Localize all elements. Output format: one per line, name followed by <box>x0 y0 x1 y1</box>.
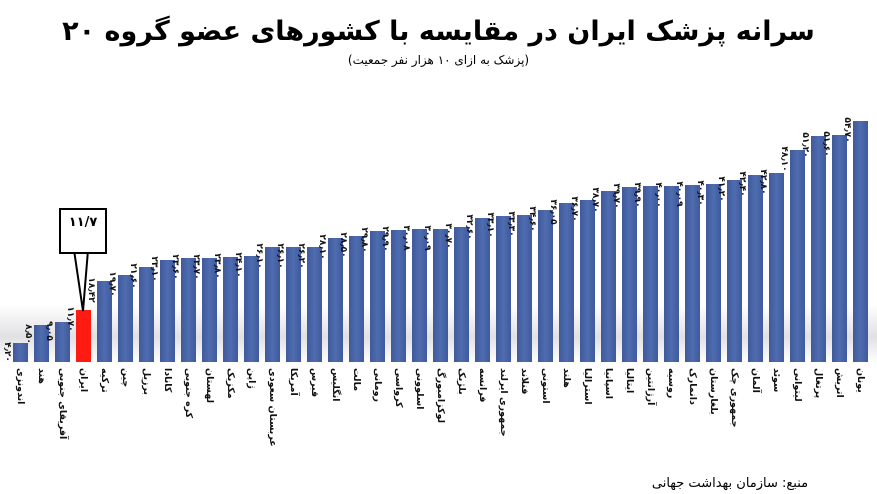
bar: ۴۰٫۰۹ <box>674 181 700 362</box>
x-axis-label: کانادا <box>162 368 173 393</box>
x-axis-label: بلغارستان <box>708 368 719 415</box>
bar: ۳۳٫۳۰ <box>506 211 532 362</box>
x-axis-label: لیتوانی <box>792 368 803 402</box>
x-axis-label: هلند <box>561 368 572 388</box>
x-axis-label: هند <box>36 368 47 384</box>
x-axis-label: کرواسی <box>393 368 404 408</box>
x-axis-label: آلمان <box>750 368 761 393</box>
bar: ۳۸٫۷۰ <box>590 187 616 362</box>
x-axis-label: قبرس <box>309 368 320 398</box>
bar: ۳۹٫۹۰ <box>632 182 658 362</box>
bar: ۵۱٫۲۰ <box>800 132 826 362</box>
bar: ۴۸٫۱۰ <box>779 146 805 362</box>
bar: ۴۱٫۲۰ <box>716 176 742 362</box>
x-axis-label: ترکیه <box>99 368 110 393</box>
bar: ۲۹٫۸۰ <box>359 227 385 362</box>
x-axis-label: روسیه <box>666 368 677 399</box>
x-axis-label: استرالیا <box>582 368 593 405</box>
x-axis-label: مالت <box>351 368 362 392</box>
x-axis-label: فرانسه <box>477 368 488 403</box>
bar: ۲۳٫۸۰ <box>212 253 238 362</box>
bar: ۲۶٫۲۰ <box>296 243 322 362</box>
bar: ۸٫۵۰ <box>23 324 49 362</box>
x-axis-label: سوئد <box>771 368 782 393</box>
x-axis-label: انگلیس <box>330 368 341 402</box>
bar: ۲۳٫۶۰ <box>170 254 196 362</box>
bar: ۱۱٫۷۰ <box>65 306 91 362</box>
x-axis-label: مکزیک <box>225 368 236 399</box>
x-axis-label: پرتغال <box>813 368 824 399</box>
x-axis-label: بلژیک <box>456 368 467 395</box>
bar: ۲۱٫۶۰ <box>128 263 154 362</box>
bar: ۴۲٫۸۰ <box>758 169 784 362</box>
bar: ۴۲٫۴۰ <box>737 171 763 362</box>
bar: ۲۹٫۹۰ <box>380 226 406 362</box>
bar: ۳۴٫۶۰ <box>527 206 553 362</box>
iran-callout: ۱۱/۷ <box>59 208 107 254</box>
bar: ۳۰٫۰۹ <box>422 225 448 362</box>
x-axis-label: ایران <box>78 368 89 393</box>
bar: ۴۰٫۳۰ <box>695 180 721 362</box>
x-axis-label: برزیل <box>141 368 152 395</box>
bar: ۳۰٫۰۸ <box>401 225 427 362</box>
bar: ۲۸٫۱۰ <box>317 234 343 362</box>
x-axis-label: رومانی <box>372 368 383 403</box>
bar: ۱۸٫۴۲ <box>86 277 112 362</box>
x-axis-label: دانمارک <box>687 368 698 405</box>
bar: ۲۶٫۱۰ <box>275 243 301 362</box>
bar: ۲۶٫۱۰ <box>254 243 280 362</box>
bar: ۳۹٫۷۰ <box>611 183 637 362</box>
callout-label: ۱۱/۷ <box>68 215 98 230</box>
bar: ۲۸٫۵۰ <box>338 232 364 362</box>
x-axis-label: اتریش <box>834 368 845 398</box>
x-axis-label: جمهوری ایرلند <box>498 368 509 437</box>
x-axis-label: اندونزی <box>15 368 26 405</box>
bar: ۹٫۰۵ <box>44 321 70 362</box>
bar: ۴۰٫۰۰ <box>653 182 679 362</box>
x-axis-label: لهستان <box>204 368 215 404</box>
bar: ۴٫۲۰ <box>2 342 28 362</box>
x-axis-label: آفریقای جنوبی <box>57 368 68 440</box>
bar: ۱۹٫۷۰ <box>107 271 133 362</box>
bar: ۲۳٫۱۰ <box>149 256 175 362</box>
x-axis-label: آرژانتین <box>645 368 656 406</box>
x-axis-label: یونان <box>855 368 866 393</box>
bar: ۳۲٫۶۰ <box>464 214 490 362</box>
x-axis-label: لوکزامبورگ <box>435 368 446 424</box>
bar: ۵۴٫۷۰ <box>842 117 868 362</box>
x-axis-label: جمهوری چک <box>729 368 740 428</box>
bar: ۳۶٫۰۵ <box>548 199 574 362</box>
bar: ۳۶٫۷۰ <box>569 196 595 362</box>
x-axis-label: اسپانیا <box>603 368 614 400</box>
chart-title: سرانه پزشک ایران در مقایسه با کشورهای عض… <box>62 16 815 47</box>
bar: ۵۱٫۶۰ <box>821 131 847 362</box>
x-axis-label: کره جنوبی <box>183 368 194 419</box>
bar: ۳۳٫۱۰ <box>485 212 511 362</box>
bar: ۲۴٫۱۰ <box>233 252 259 362</box>
x-axis-label: فنلاند <box>519 368 530 395</box>
x-axis-label: چین <box>120 368 131 388</box>
x-axis-label: عربستان سعودی <box>267 368 278 447</box>
x-axis-label: ایتالیا <box>624 368 635 394</box>
bar: ۲۳٫۷۰ <box>191 254 217 362</box>
x-axis-label: استونی <box>540 368 551 404</box>
chart-subtitle: (پزشک به ازای ۱۰ هزار نفر جمعیت) <box>347 53 530 67</box>
bar: ۳۰٫۷۰ <box>443 223 469 362</box>
source-note: منبع: سازمان بهداشت جهانی <box>651 476 809 491</box>
x-axis-label: آمریکا <box>288 368 299 396</box>
x-axis-label: ژاپن <box>246 368 257 389</box>
x-axis-label: اسلوونی <box>414 368 425 410</box>
